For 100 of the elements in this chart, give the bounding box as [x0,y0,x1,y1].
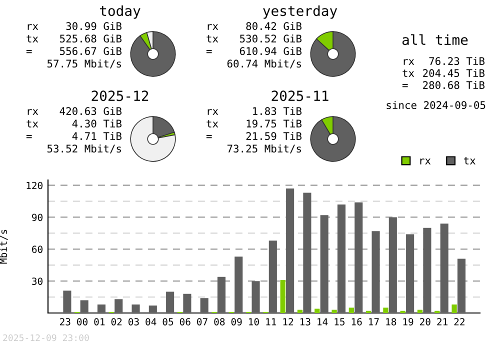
x-tick-label: 16 [352,318,362,326]
bar [303,192,312,313]
text: 420.63 GiB [60,106,122,116]
y-axis-title: Mbit/s [0,230,8,264]
text: 610.94 GiB [240,46,302,56]
x-tick-label: 09 [231,318,242,326]
bar [217,276,226,313]
text: 4.71 TiB [72,132,122,140]
text: rx [208,24,218,30]
x-tick-label: 17 [369,318,379,326]
bar [63,290,72,313]
text: 530.52 GiB [240,34,302,43]
text: 80.42 GiB [246,22,302,30]
text: tx [26,120,38,128]
x-tick-label: 14 [318,318,328,326]
x-tick-label: 06 [180,318,190,326]
bar [354,202,363,313]
text: = [206,135,212,138]
bar [200,298,208,313]
text: 57.75 Mbit/s [47,59,121,68]
text: = [26,50,32,54]
x-tick-label: 01 [94,318,105,326]
chart-title: 2025-12 [92,90,148,102]
legend-label: tx [464,157,476,164]
text: 73.25 Mbit/s [227,144,301,154]
text: 53.52 Mbit/s [47,144,121,154]
bar [388,217,397,313]
text: 525.68 GiB [60,34,122,43]
legend-label: rx [420,158,431,164]
bar [337,204,346,313]
x-tick-label: 20 [420,318,430,326]
bar [114,299,123,313]
text: = [402,84,408,88]
text: since 2024-09-05 [386,100,486,110]
x-tick-label: 10 [249,318,259,326]
bar [97,304,106,313]
bar [268,240,277,313]
bar [80,300,88,313]
x-tick-label: 19 [403,318,414,326]
x-tick-label: 08 [214,318,225,326]
x-tick-label: 00 [77,318,88,326]
text: rx [28,109,38,115]
text: = [206,50,212,54]
text: 21.59 TiB [246,132,302,140]
text: 19.75 TiB [246,119,302,128]
bar [132,304,140,313]
text: 4.30 TiB [72,119,122,128]
y-tick-label: 30 [32,278,43,285]
x-tick-label: 15 [334,318,345,326]
x-tick-label: 05 [162,318,174,326]
text: rx [208,109,218,115]
bar [297,310,303,313]
bar [314,308,320,313]
x-tick-label: 12 [283,318,294,326]
bar [148,306,157,313]
text: tx [206,120,218,128]
x-tick-label: 11 [266,318,276,326]
text: 280.68 TiB [423,80,485,90]
x-tick-label: 02 [111,318,122,326]
text: tx [206,35,218,42]
bar [440,224,448,313]
x-tick-label: 21 [437,318,448,326]
bar [348,308,354,313]
chart-title: yesterday [263,5,338,19]
bar [252,281,260,313]
donut-slice [310,116,356,162]
x-tick-label: 07 [197,318,208,326]
x-tick-label: 13 [300,318,310,326]
chart-title: today [100,5,140,19]
bar [372,231,380,313]
text: 60.74 Mbit/s [227,59,301,68]
text: = [26,135,32,138]
text: 1.83 TiB [253,106,302,116]
chart-title: 2025-11 [272,90,328,102]
bar [320,215,328,313]
bar [183,294,192,313]
text: 556.67 GiB [60,46,122,56]
y-tick-label: 120 [26,182,43,190]
donut-slice [130,116,176,162]
donut-slice [310,31,356,77]
text: tx [26,35,38,42]
bar [234,256,243,313]
bar [286,188,294,313]
x-tick-label: 18 [386,318,396,326]
x-tick-label: 23 [60,318,70,326]
bar [166,292,174,313]
bar [457,258,466,313]
text: rx [28,24,38,30]
bar [332,310,337,313]
text: 76.23 TiB [429,56,485,66]
text: 204.45 TiB [423,68,485,78]
bar [423,228,432,313]
bar [280,280,286,313]
y-tick-label: 60 [32,246,43,254]
y-tick-label: 90 [32,214,43,222]
x-tick-label: 04 [146,318,156,326]
text: rx [404,59,414,65]
bar [383,308,388,313]
text: all time [402,34,468,46]
text: 30.99 GiB [66,22,122,30]
